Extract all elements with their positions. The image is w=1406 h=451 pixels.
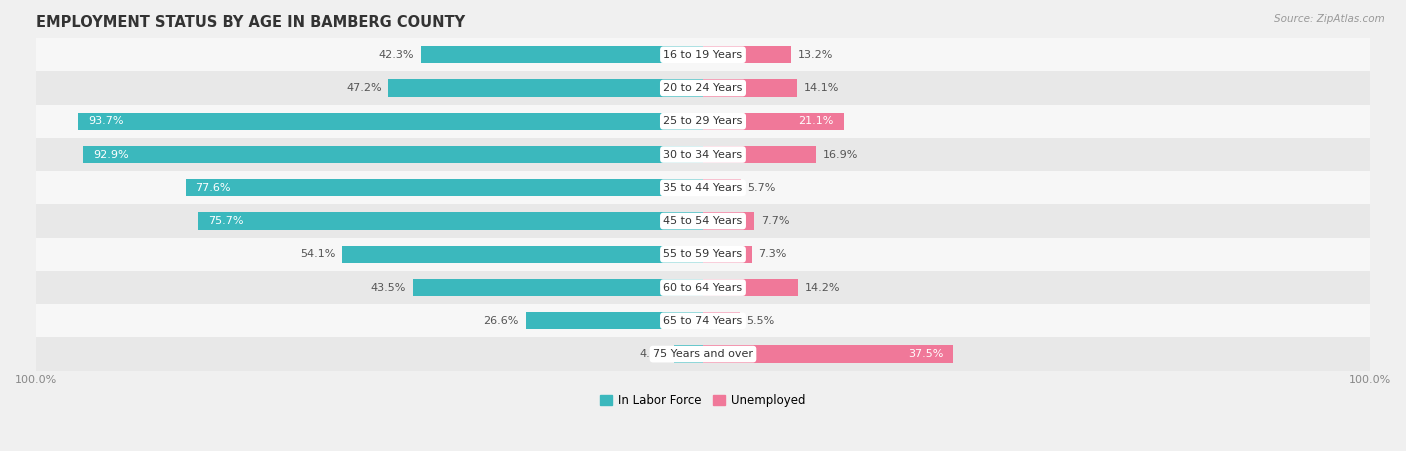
Bar [37,271,1369,304]
Bar [703,46,792,64]
Text: 75.7%: 75.7% [208,216,243,226]
Text: 35 to 44 Years: 35 to 44 Years [664,183,742,193]
Bar [420,46,703,64]
Text: 55 to 59 Years: 55 to 59 Years [664,249,742,259]
Bar [703,79,797,97]
Text: 16 to 19 Years: 16 to 19 Years [664,50,742,60]
Text: 5.5%: 5.5% [747,316,775,326]
Bar [703,212,755,230]
Text: 42.3%: 42.3% [378,50,415,60]
Bar [37,38,1369,71]
Text: 43.5%: 43.5% [371,283,406,293]
Bar [703,179,741,197]
Bar [342,246,703,263]
Text: 20 to 24 Years: 20 to 24 Years [664,83,742,93]
Bar [37,238,1369,271]
Text: 60 to 64 Years: 60 to 64 Years [664,283,742,293]
Text: 7.7%: 7.7% [761,216,790,226]
Text: 13.2%: 13.2% [797,50,834,60]
Text: 5.7%: 5.7% [748,183,776,193]
Text: 65 to 74 Years: 65 to 74 Years [664,316,742,326]
Bar [37,71,1369,105]
Text: 14.1%: 14.1% [804,83,839,93]
Bar [703,246,752,263]
Text: 26.6%: 26.6% [484,316,519,326]
Bar [37,171,1369,204]
Bar [703,312,740,330]
Text: 4.3%: 4.3% [640,349,668,359]
Bar [703,146,815,163]
Text: 75 Years and over: 75 Years and over [652,349,754,359]
Text: 21.1%: 21.1% [799,116,834,126]
Text: 25 to 29 Years: 25 to 29 Years [664,116,742,126]
Bar [37,105,1369,138]
Legend: In Labor Force, Unemployed: In Labor Force, Unemployed [596,389,810,411]
Text: 30 to 34 Years: 30 to 34 Years [664,150,742,160]
Text: 93.7%: 93.7% [89,116,124,126]
Bar [186,179,703,197]
Text: 16.9%: 16.9% [823,150,858,160]
Text: 77.6%: 77.6% [195,183,231,193]
Bar [83,146,703,163]
Bar [37,304,1369,337]
Text: 45 to 54 Years: 45 to 54 Years [664,216,742,226]
Text: 47.2%: 47.2% [346,83,381,93]
Bar [37,337,1369,371]
Bar [37,204,1369,238]
Text: EMPLOYMENT STATUS BY AGE IN BAMBERG COUNTY: EMPLOYMENT STATUS BY AGE IN BAMBERG COUN… [37,15,465,30]
Bar [37,138,1369,171]
Text: 54.1%: 54.1% [299,249,336,259]
Bar [526,312,703,330]
Text: 92.9%: 92.9% [93,150,129,160]
Bar [388,79,703,97]
Bar [703,345,953,363]
Text: 7.3%: 7.3% [758,249,787,259]
Bar [675,345,703,363]
Bar [413,279,703,296]
Text: 37.5%: 37.5% [908,349,943,359]
Bar [703,113,844,130]
Bar [79,113,703,130]
Text: Source: ZipAtlas.com: Source: ZipAtlas.com [1274,14,1385,23]
Bar [198,212,703,230]
Text: 14.2%: 14.2% [804,283,839,293]
Bar [703,279,797,296]
